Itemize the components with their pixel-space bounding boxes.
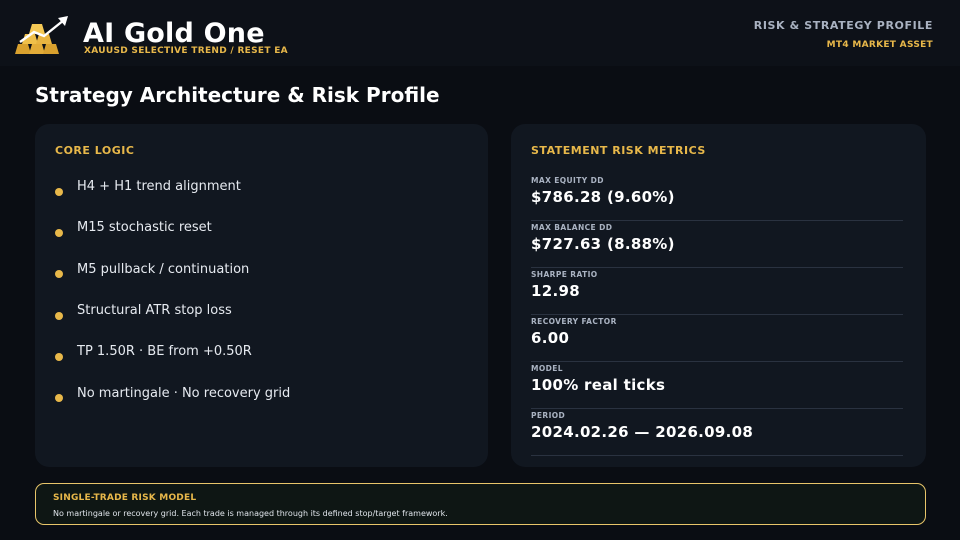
metric-max-equity-dd: MAX EQUITY DD $786.28 (9.60%) xyxy=(531,174,903,221)
metric-label: MAX EQUITY DD xyxy=(531,176,604,185)
metric-recovery-factor: RECOVERY FACTOR 6.00 xyxy=(531,315,903,362)
list-item-text: No martingale · No recovery grid xyxy=(77,385,291,401)
metric-period: PERIOD 2024.02.26 — 2026.09.08 xyxy=(531,409,903,456)
risk-model-title: SINGLE-TRADE RISK MODEL xyxy=(53,493,197,503)
list-item: TP 1.50R · BE from +0.50R xyxy=(55,339,290,380)
metric-max-balance-dd: MAX BALANCE DD $727.63 (8.88%) xyxy=(531,221,903,268)
metric-label: PERIOD xyxy=(531,411,566,420)
metric-value: 2024.02.26 — 2026.09.08 xyxy=(531,423,754,441)
brand-title: AI Gold One xyxy=(83,18,265,49)
core-logic-list: H4 + H1 trend alignment M15 stochastic r… xyxy=(55,174,290,422)
list-item-text: H4 + H1 trend alignment xyxy=(77,179,241,195)
bullet-dot-icon xyxy=(55,270,63,279)
metric-model: MODEL 100% real ticks xyxy=(531,362,903,409)
page-title: Strategy Architecture & Risk Profile xyxy=(35,83,440,107)
metric-label: MODEL xyxy=(531,364,563,373)
metric-label: MAX BALANCE DD xyxy=(531,223,613,232)
metric-value: 12.98 xyxy=(531,282,580,300)
risk-metrics-heading: STATEMENT RISK METRICS xyxy=(531,144,706,157)
metric-value: 6.00 xyxy=(531,329,570,347)
risk-metrics-list: MAX EQUITY DD $786.28 (9.60%) MAX BALANC… xyxy=(531,174,903,456)
gold-bars-rising-arrow-icon xyxy=(15,16,68,54)
risk-model-banner: SINGLE-TRADE RISK MODEL No martingale or… xyxy=(35,483,926,525)
metric-value: $727.63 (8.88%) xyxy=(531,235,675,253)
list-item: M15 stochastic reset xyxy=(55,215,290,256)
risk-metrics-card: STATEMENT RISK METRICS MAX EQUITY DD $78… xyxy=(511,124,926,467)
list-item-text: TP 1.50R · BE from +0.50R xyxy=(77,344,252,360)
core-logic-heading: CORE LOGIC xyxy=(55,144,135,157)
list-item: Structural ATR stop loss xyxy=(55,298,290,339)
list-item: No martingale · No recovery grid xyxy=(55,380,290,421)
metric-sharpe-ratio: SHARPE RATIO 12.98 xyxy=(531,268,903,315)
bullet-dot-icon xyxy=(55,187,63,196)
header-bar: AI Gold One XAUUSD SELECTIVE TREND / RES… xyxy=(0,0,960,66)
list-item-text: M5 pullback / continuation xyxy=(77,261,250,277)
bullet-dot-icon xyxy=(55,352,63,361)
metric-value: $786.28 (9.60%) xyxy=(531,188,675,206)
metric-label: SHARPE RATIO xyxy=(531,270,598,279)
bullet-dot-icon xyxy=(55,311,63,320)
core-logic-card: CORE LOGIC H4 + H1 trend alignment M15 s… xyxy=(35,124,488,467)
bullet-dot-icon xyxy=(55,394,63,403)
metric-label: RECOVERY FACTOR xyxy=(531,317,617,326)
metric-value: 100% real ticks xyxy=(531,376,666,394)
bullet-dot-icon xyxy=(55,228,63,237)
list-item-text: Structural ATR stop loss xyxy=(77,303,232,319)
list-item: H4 + H1 trend alignment xyxy=(55,174,290,215)
list-item: M5 pullback / continuation xyxy=(55,257,290,298)
market-asset-label: MT4 MARKET ASSET xyxy=(826,40,933,50)
list-item-text: M15 stochastic reset xyxy=(77,220,212,236)
risk-model-description: No martingale or recovery grid. Each tra… xyxy=(53,509,448,518)
brand-subtitle: XAUUSD SELECTIVE TREND / RESET EA xyxy=(84,46,288,56)
profile-title: RISK & STRATEGY PROFILE xyxy=(753,19,933,32)
